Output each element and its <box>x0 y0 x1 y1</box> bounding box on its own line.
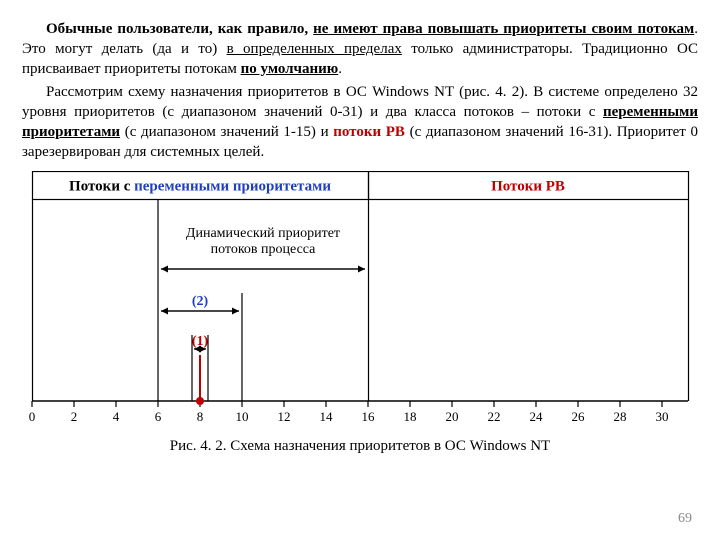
svg-text:12: 12 <box>278 409 291 424</box>
p1-t6: по умолчанию <box>241 61 339 77</box>
p1-t2: не имеют права повышать приоритеты своим… <box>313 21 694 37</box>
svg-text:28: 28 <box>614 409 627 424</box>
svg-text:(1): (1) <box>192 334 209 349</box>
svg-text:16: 16 <box>362 409 376 424</box>
p1-t4: в определенных пределах <box>227 41 402 57</box>
paragraph-2: Рассмотрим схему назначения приоритетов … <box>22 83 698 162</box>
svg-text:24: 24 <box>530 409 544 424</box>
p1-t1: Обычные пользователи, как правило, <box>46 21 313 37</box>
svg-text:0: 0 <box>29 409 36 424</box>
chart-svg: Потоки с переменными приоритетами Потоки … <box>22 171 698 431</box>
svg-text:10: 10 <box>236 409 249 424</box>
svg-text:Потоки РВ: Потоки РВ <box>491 178 565 194</box>
svg-text:26: 26 <box>572 409 586 424</box>
svg-text:4: 4 <box>113 409 120 424</box>
figure-caption: Рис. 4. 2. Схема назначения приоритетов … <box>22 437 698 457</box>
svg-text:Динамический приоритет: Динамический приоритет <box>186 226 340 241</box>
svg-text:22: 22 <box>488 409 501 424</box>
svg-text:6: 6 <box>155 409 162 424</box>
svg-text:(2): (2) <box>192 294 209 309</box>
p1-t7: . <box>338 61 342 77</box>
p2-t3: (с диапазоном значений 1-15) и <box>120 124 333 140</box>
svg-text:14: 14 <box>320 409 334 424</box>
p2-t1: Рассмотрим схему назначения приоритетов … <box>22 84 698 120</box>
priority-chart: Потоки с переменными приоритетами Потоки … <box>22 171 698 431</box>
svg-text:2: 2 <box>71 409 78 424</box>
svg-text:20: 20 <box>446 409 459 424</box>
svg-text:30: 30 <box>656 409 669 424</box>
paragraph-1: Обычные пользователи, как правило, не им… <box>22 20 698 79</box>
p2-t4: потоки РВ <box>333 124 405 140</box>
svg-text:8: 8 <box>197 409 204 424</box>
svg-text:18: 18 <box>404 409 417 424</box>
svg-text:потоков процесса: потоков процесса <box>211 242 317 257</box>
page-number: 69 <box>678 510 692 528</box>
svg-text:Потоки с переменными приоритет: Потоки с переменными приоритетами <box>69 178 331 194</box>
